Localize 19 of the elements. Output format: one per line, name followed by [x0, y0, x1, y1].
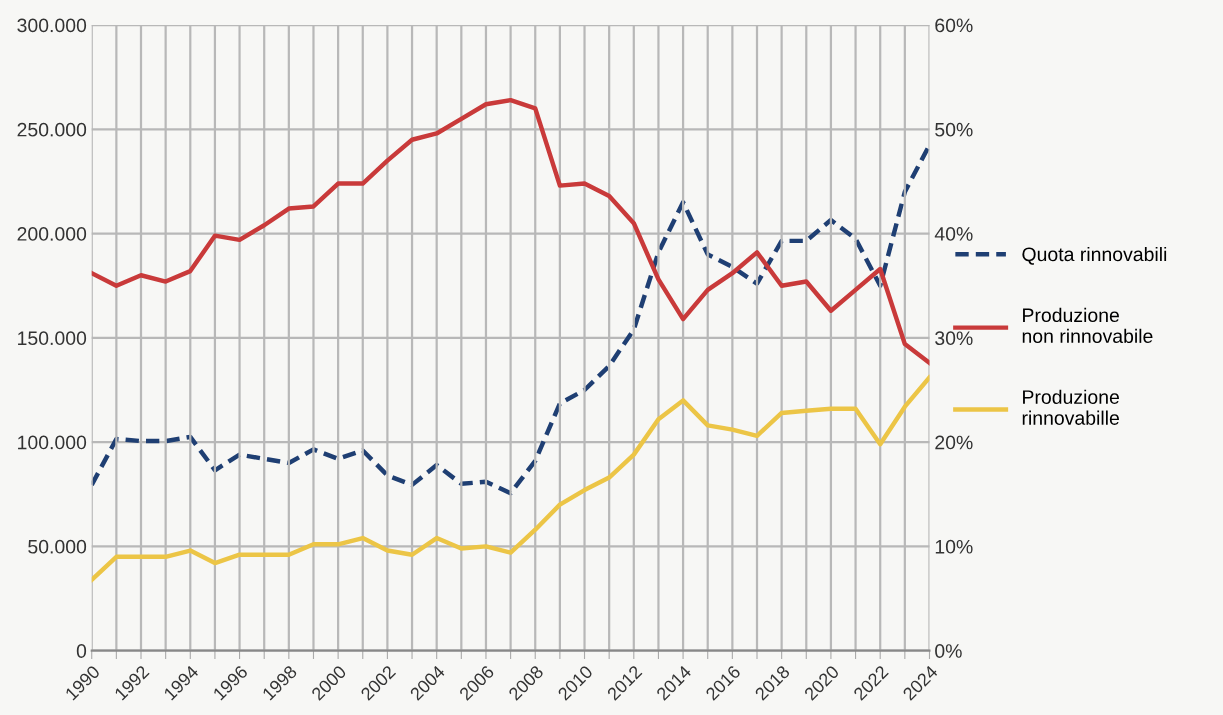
y-tick-label: 0 — [76, 644, 87, 658]
legend-label: Quota rinnovabili — [1022, 246, 1167, 265]
line-series — [91, 97, 930, 366]
y2-tick-label: 30% — [935, 331, 973, 346]
y-tick-label: 250.000 — [17, 122, 87, 137]
y2-tick-label: 40% — [934, 227, 973, 241]
y-tick-label: 300.000 — [17, 18, 87, 33]
y2-tick-label: 60% — [935, 18, 973, 33]
y-tick-label: 200.000 — [17, 227, 87, 241]
y-tick-label: 50.000 — [28, 539, 87, 554]
y2-tick-label: 50% — [935, 122, 973, 137]
legend-label: Produzione non rinnovabile — [1022, 307, 1153, 344]
legend-label: Produzione rinnovabille — [1022, 389, 1119, 425]
y2-tick-label: 0% — [935, 644, 962, 658]
y-tick-label: 100.000 — [18, 435, 87, 450]
y2-tick-label: 20% — [935, 435, 973, 450]
y2-tick-label: 10% — [935, 539, 973, 554]
y-tick-label: 150.000 — [18, 331, 87, 346]
line-series — [91, 375, 930, 582]
